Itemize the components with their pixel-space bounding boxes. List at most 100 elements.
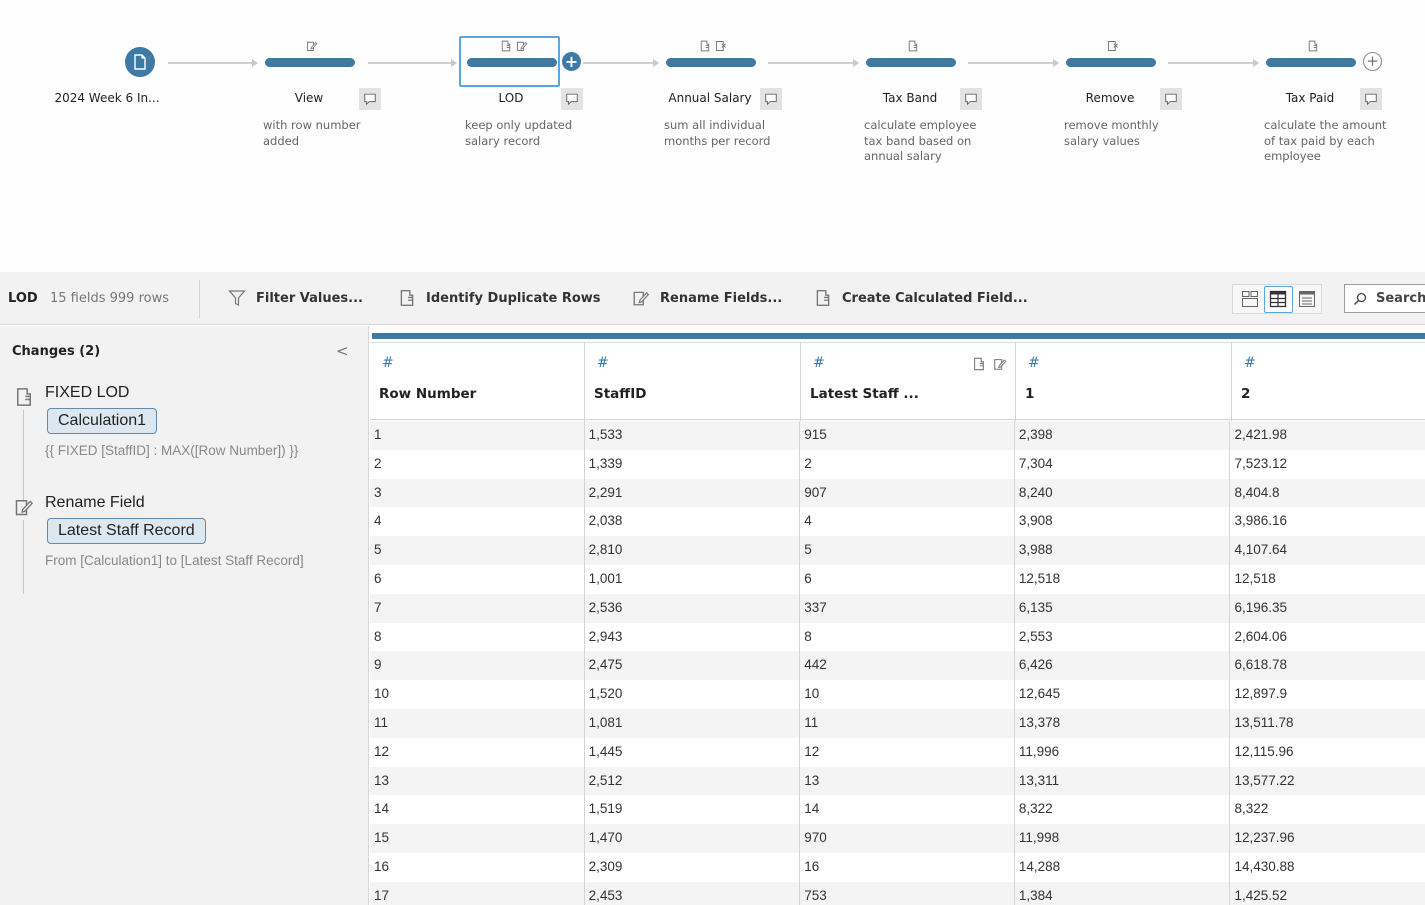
create-calculated-field-button[interactable]: Create Calculated Field... <box>814 289 1028 307</box>
table-row[interactable]: 12 1,445 12 11,996 12,115.96 <box>370 737 1425 767</box>
table-row[interactable]: 14 1,519 14 8,322 8,322 <box>370 795 1425 825</box>
table-row[interactable]: 6 1,001 6 12,518 12,518 <box>370 564 1425 594</box>
table-cell[interactable]: 12 <box>800 737 1015 767</box>
table-cell[interactable]: 12,518 <box>1230 565 1425 594</box>
table-cell[interactable]: 5 <box>800 536 1015 565</box>
table-cell[interactable]: 2 <box>800 449 1015 479</box>
column-header-row-number[interactable]: # Row Number <box>370 343 585 421</box>
comment-button[interactable] <box>359 88 381 110</box>
column-header-latest-staff-record[interactable]: # Latest Staff ... <box>801 343 1016 421</box>
table-cell[interactable]: 12,897.9 <box>1230 680 1425 709</box>
table-cell[interactable]: 2,398 <box>1015 421 1231 450</box>
table-cell[interactable]: 13,311 <box>1015 766 1231 796</box>
rename-fields-button[interactable]: Rename Fields... <box>632 289 782 307</box>
table-cell[interactable]: 16 <box>370 852 585 882</box>
table-cell[interactable]: 12,645 <box>1015 680 1231 709</box>
table-cell[interactable]: 2,038 <box>585 507 801 537</box>
step-bar[interactable] <box>666 58 756 67</box>
table-cell[interactable]: 12,518 <box>1015 564 1231 594</box>
table-cell[interactable]: 1,339 <box>585 449 801 479</box>
table-cell[interactable]: 13,511.78 <box>1230 709 1425 738</box>
comment-button[interactable] <box>960 88 982 110</box>
table-cell[interactable]: 6 <box>370 564 585 594</box>
column-header-2[interactable]: # 2 <box>1232 343 1425 421</box>
table-cell[interactable]: 11 <box>800 708 1015 738</box>
table-cell[interactable]: 13,378 <box>1015 708 1231 738</box>
step-bar[interactable] <box>866 58 956 67</box>
table-row[interactable]: 16 2,309 16 14,288 14,430.88 <box>370 852 1425 882</box>
table-row[interactable]: 10 1,520 10 12,645 12,897.9 <box>370 680 1425 709</box>
step-bar[interactable] <box>1266 58 1356 67</box>
table-cell[interactable]: 13,577.22 <box>1230 767 1425 796</box>
table-cell[interactable]: 12,115.96 <box>1230 738 1425 767</box>
change-field-pill[interactable]: Latest Staff Record <box>47 518 206 544</box>
table-cell[interactable]: 1,470 <box>585 824 801 853</box>
table-cell[interactable]: 7,523.12 <box>1230 450 1425 479</box>
table-cell[interactable]: 1,384 <box>1015 881 1231 905</box>
table-cell[interactable]: 2,604.06 <box>1230 623 1425 652</box>
table-cell[interactable]: 1 <box>370 421 585 450</box>
add-step-button[interactable]: + <box>562 52 581 71</box>
table-cell[interactable]: 14,430.88 <box>1230 853 1425 882</box>
collapse-panel-button[interactable]: < <box>336 342 349 360</box>
table-row[interactable]: 5 2,810 5 3,988 4,107.64 <box>370 536 1425 565</box>
table-row[interactable]: 13 2,512 13 13,311 13,577.22 <box>370 766 1425 796</box>
table-cell[interactable]: 7,304 <box>1015 449 1231 479</box>
table-row[interactable]: 1 1,533 915 2,398 2,421.98 <box>370 421 1425 450</box>
table-cell[interactable]: 2,943 <box>585 622 801 652</box>
table-cell[interactable]: 2,512 <box>585 766 801 796</box>
table-cell[interactable]: 1,081 <box>585 708 801 738</box>
table-cell[interactable]: 15 <box>370 824 585 853</box>
table-cell[interactable]: 4,107.64 <box>1230 536 1425 565</box>
table-cell[interactable]: 907 <box>800 478 1015 508</box>
table-row[interactable]: 3 2,291 907 8,240 8,404.8 <box>370 478 1425 508</box>
table-cell[interactable]: 2,536 <box>585 593 801 623</box>
table-cell[interactable]: 1,001 <box>585 564 801 594</box>
card-view-button[interactable] <box>1236 286 1264 313</box>
comment-button[interactable] <box>1160 88 1182 110</box>
table-row[interactable]: 15 1,470 970 11,998 12,237.96 <box>370 824 1425 853</box>
table-cell[interactable]: 2 <box>370 449 585 479</box>
table-row[interactable]: 11 1,081 11 13,378 13,511.78 <box>370 708 1425 738</box>
table-cell[interactable]: 11,998 <box>1015 824 1231 853</box>
table-cell[interactable]: 3,908 <box>1015 507 1231 537</box>
table-cell[interactable]: 8 <box>370 622 585 652</box>
search-input[interactable]: Search <box>1344 284 1425 313</box>
table-cell[interactable]: 13 <box>800 766 1015 796</box>
table-cell[interactable]: 2,453 <box>585 881 801 905</box>
table-row[interactable]: 7 2,536 337 6,135 6,196.35 <box>370 593 1425 623</box>
step-bar[interactable] <box>265 58 355 67</box>
table-cell[interactable]: 6,618.78 <box>1230 651 1425 680</box>
table-row[interactable]: 4 2,038 4 3,908 3,986.16 <box>370 507 1425 537</box>
table-cell[interactable]: 753 <box>800 881 1015 905</box>
column-header-1[interactable]: # 1 <box>1016 343 1232 421</box>
table-cell[interactable]: 337 <box>800 593 1015 623</box>
table-cell[interactable]: 442 <box>800 651 1015 681</box>
table-cell[interactable]: 16 <box>800 852 1015 882</box>
table-cell[interactable]: 4 <box>370 507 585 537</box>
table-cell[interactable]: 1,519 <box>585 795 801 825</box>
table-cell[interactable]: 8,322 <box>1230 795 1425 824</box>
table-cell[interactable]: 14,288 <box>1015 852 1231 882</box>
table-cell[interactable]: 9 <box>370 651 585 681</box>
comment-button[interactable] <box>1360 88 1382 110</box>
table-cell[interactable]: 1,425.52 <box>1230 882 1425 905</box>
table-cell[interactable]: 5 <box>370 536 585 565</box>
table-cell[interactable]: 6,426 <box>1015 651 1231 681</box>
table-cell[interactable]: 12,237.96 <box>1230 824 1425 853</box>
table-cell[interactable]: 1,533 <box>585 421 801 450</box>
comment-button[interactable] <box>760 88 782 110</box>
table-row[interactable]: 2 1,339 2 7,304 7,523.12 <box>370 449 1425 479</box>
table-cell[interactable]: 915 <box>800 421 1015 450</box>
table-cell[interactable]: 7 <box>370 593 585 623</box>
table-cell[interactable]: 8 <box>800 622 1015 652</box>
table-row[interactable]: 9 2,475 442 6,426 6,618.78 <box>370 651 1425 681</box>
table-cell[interactable]: 6 <box>800 564 1015 594</box>
table-cell[interactable]: 10 <box>800 680 1015 709</box>
table-cell[interactable]: 6,196.35 <box>1230 594 1425 623</box>
comment-button[interactable] <box>561 88 583 110</box>
table-cell[interactable]: 11,996 <box>1015 737 1231 767</box>
table-cell[interactable]: 14 <box>370 795 585 825</box>
filter-values-button[interactable]: Filter Values... <box>228 289 363 307</box>
table-cell[interactable]: 2,421.98 <box>1230 421 1425 450</box>
